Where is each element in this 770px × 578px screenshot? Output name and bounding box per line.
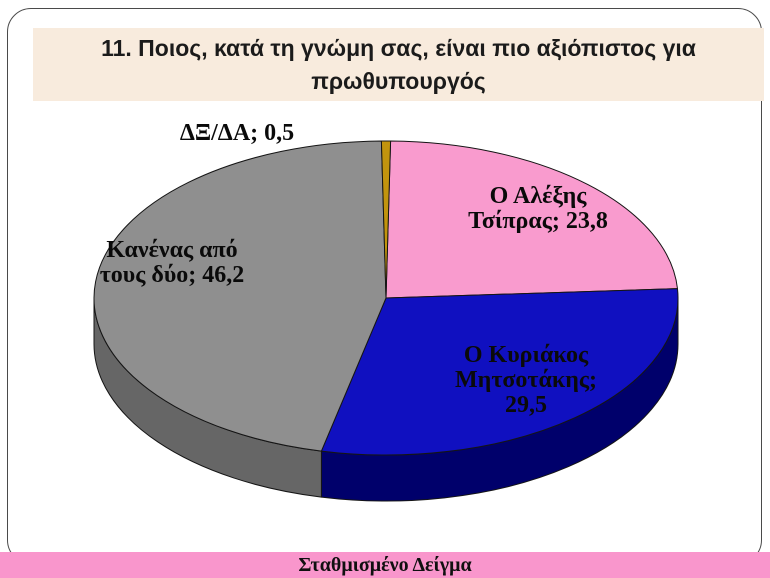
slice-label-tsipras: Ο Αλέξης Τσίπρας; 23,8 — [468, 183, 608, 234]
slice-label-kanenas: Κανένας από τους δύο; 46,2 — [99, 237, 245, 288]
title-bar: 11. Ποιος, κατά τη γνώμη σας, είναι πιο … — [33, 28, 764, 101]
pie-slice-2 — [93, 140, 387, 452]
slide-title: 11. Ποιος, κατά τη γνώμη σας, είναι πιο … — [101, 34, 696, 94]
footer-bar: Σταθμισμένο Δείγμα — [0, 552, 770, 578]
slice-label-dk-da: ΔΞ/ΔΑ; 0,5 — [179, 120, 295, 146]
pie-slice-1 — [320, 288, 679, 456]
pie-slice-0 — [385, 140, 678, 299]
footer-text: Σταθμισμένο Δείγμα — [298, 554, 472, 576]
slice-label-mitsotakis: Ο Κυριάκος Μητσοτάκης; 29,5 — [455, 342, 597, 418]
pie-slice-3 — [380, 140, 392, 299]
